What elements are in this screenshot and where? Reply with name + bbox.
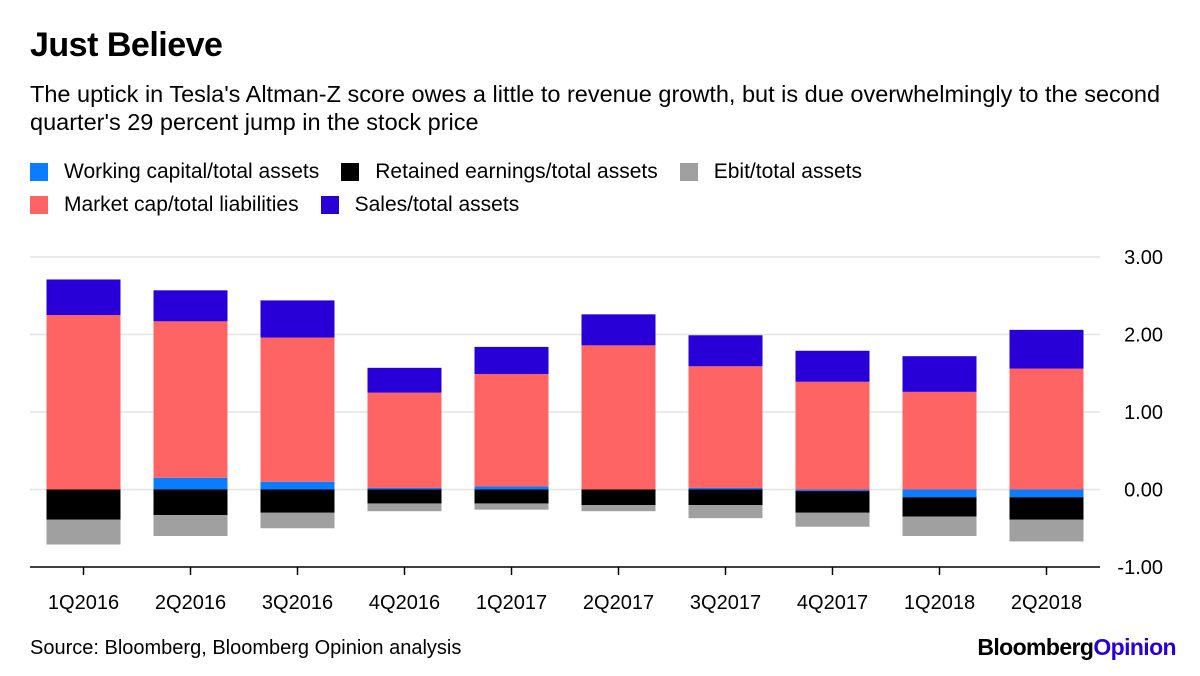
bar-segment — [474, 346, 549, 375]
legend-item-market-cap: Market cap/total liabilities — [30, 193, 299, 217]
bar-segment — [260, 300, 335, 338]
bar-segment — [688, 487, 763, 490]
bar-segment — [1009, 519, 1084, 542]
bar-segment — [260, 337, 335, 482]
legend-item-sales: Sales/total assets — [320, 192, 520, 217]
legend-label-market-cap: Market cap/total liabilities — [64, 192, 299, 216]
y-tick-label: 1.00 — [1124, 402, 1163, 424]
legend-item-working-capital: Working capital/total assets — [30, 160, 319, 184]
legend-swatch-sales — [320, 195, 339, 214]
legend-label-ebit: Ebit/total assets — [713, 159, 862, 183]
bar-segment — [1009, 368, 1084, 490]
y-tick-label: 0.00 — [1124, 480, 1163, 502]
bar-segment — [153, 477, 228, 490]
bar-segment — [581, 345, 656, 490]
legend-label-retained-earnings: Retained earnings/total assets — [375, 159, 658, 183]
bar-segment — [581, 489, 656, 505]
x-tick-label: 1Q2016 — [48, 592, 119, 614]
bar-segment — [581, 505, 656, 512]
x-tick-label: 3Q2017 — [690, 592, 761, 614]
y-tick-label: 2.00 — [1124, 325, 1163, 347]
bar-segment — [260, 481, 335, 490]
bar-segment — [795, 489, 870, 492]
bar-segment — [902, 516, 977, 536]
bar-segment — [902, 489, 977, 498]
legend-item-retained-earnings: Retained earnings/total assets — [341, 160, 658, 184]
bar-segment — [153, 290, 228, 322]
bar-segment — [260, 489, 335, 513]
legend: Working capital/total assets Retained ea… — [30, 155, 1030, 221]
bar-segment — [474, 374, 549, 487]
bar-segment — [260, 512, 335, 529]
bar-segment — [688, 505, 763, 519]
bar-segment — [1009, 497, 1084, 520]
bar-segment — [1009, 329, 1084, 369]
brand-accent: Opinion — [1093, 634, 1176, 660]
bar-segment — [46, 489, 121, 520]
x-tick-label: 3Q2016 — [262, 592, 333, 614]
bar-segment — [153, 515, 228, 536]
chart-subtitle: The uptick in Tesla's Altman-Z score owe… — [30, 81, 1161, 135]
bar-segment — [46, 519, 121, 545]
x-tick-label: 4Q2017 — [797, 592, 868, 614]
bar-segment — [688, 366, 763, 488]
bar-segment — [367, 503, 442, 512]
legend-label-sales: Sales/total assets — [354, 192, 520, 216]
bloomberg-opinion-logo: BloombergOpinion — [977, 634, 1176, 661]
bar-segment — [474, 503, 549, 510]
bar-segment — [902, 391, 977, 490]
x-tick-label: 1Q2018 — [904, 592, 975, 614]
bar-segment — [581, 314, 656, 346]
bar-segment — [474, 486, 549, 490]
bar-segment — [795, 381, 870, 490]
bar-segment — [153, 321, 228, 478]
bar-segment — [367, 487, 442, 490]
legend-swatch-working-capital — [30, 162, 48, 181]
bar-segment — [367, 489, 442, 504]
x-tick-label: 2Q2016 — [155, 592, 226, 614]
legend-label-working-capital: Working capital/total assets — [64, 159, 320, 183]
y-tick-label: 3.00 — [1124, 247, 1163, 269]
source-note: Source: Bloomberg, Bloomberg Opinion ana… — [30, 637, 462, 659]
legend-swatch-market-cap — [30, 195, 48, 214]
bar-segment — [367, 392, 442, 488]
x-tick-label: 2Q2018 — [1011, 592, 1082, 614]
bar-segment — [795, 350, 870, 382]
brand-main: Bloomberg — [977, 634, 1094, 660]
bar-segment — [795, 512, 870, 527]
legend-swatch-retained-earnings — [341, 162, 360, 181]
legend-swatch-ebit — [679, 162, 698, 181]
bar-segment — [46, 279, 121, 316]
y-tick-label: -1.00 — [1117, 557, 1163, 579]
x-tick-label: 1Q2017 — [476, 592, 547, 614]
legend-row-2: Market cap/total liabilities Sales/total… — [30, 188, 1030, 221]
bar-segment — [153, 489, 228, 516]
x-tick-label: 2Q2017 — [583, 592, 654, 614]
bar-segment — [46, 315, 121, 490]
bar-segment — [688, 489, 763, 505]
x-tick-label: 4Q2016 — [369, 592, 440, 614]
legend-item-ebit: Ebit/total assets — [679, 159, 862, 184]
bar-segment — [474, 489, 549, 504]
bar-segment — [795, 491, 870, 513]
bar-segment — [367, 367, 442, 393]
bar-segment — [902, 497, 977, 517]
legend-row-1: Working capital/total assets Retained ea… — [30, 155, 1030, 188]
chart-title: Just Believe — [30, 26, 223, 64]
bar-segment — [902, 356, 977, 392]
bar-segment — [688, 335, 763, 367]
bar-segment — [1009, 489, 1084, 498]
